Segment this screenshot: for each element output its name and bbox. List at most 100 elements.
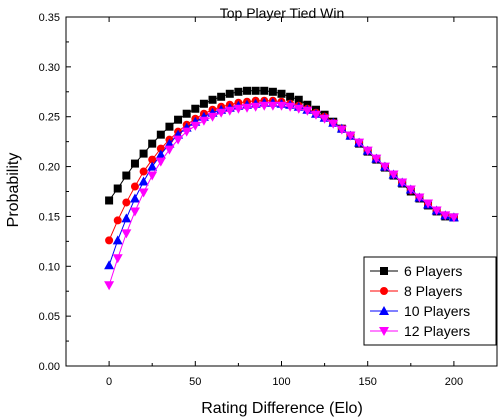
y-tick-label: 0.20 — [39, 162, 60, 174]
data-point — [208, 95, 217, 104]
data-point — [293, 104, 304, 114]
data-point — [164, 145, 175, 155]
legend-entry: 6 Players — [370, 263, 462, 279]
data-point — [345, 131, 356, 141]
data-point — [234, 87, 243, 96]
legend-marker — [380, 267, 388, 275]
data-point — [198, 116, 209, 126]
data-point — [113, 184, 122, 193]
data-point — [319, 114, 330, 124]
data-point — [174, 115, 183, 124]
data-point — [181, 127, 192, 137]
data-point — [104, 281, 115, 291]
data-point — [243, 86, 252, 95]
data-point — [328, 119, 339, 129]
data-point — [217, 92, 226, 101]
x-axis-title: Rating Difference (Elo) — [201, 400, 363, 417]
data-point — [242, 103, 253, 113]
data-point — [113, 216, 122, 225]
legend-marker — [380, 287, 388, 295]
legend-marker — [379, 327, 389, 336]
data-point — [155, 149, 166, 159]
data-point — [294, 95, 303, 104]
data-point — [199, 99, 208, 108]
y-tick-label: 0.30 — [39, 62, 60, 74]
series-4 — [104, 101, 459, 291]
y-tick-label: 0.15 — [39, 211, 60, 223]
data-point — [267, 101, 278, 111]
data-point — [310, 110, 321, 120]
x-tick-label: 100 — [272, 376, 290, 388]
data-point — [130, 182, 139, 191]
x-tick-label: 150 — [359, 376, 377, 388]
data-point — [354, 138, 365, 148]
data-point — [302, 106, 313, 116]
y-tick-label: 0.00 — [39, 361, 60, 373]
data-point — [224, 106, 235, 116]
data-point — [277, 89, 286, 98]
data-point — [121, 229, 132, 239]
data-point — [285, 102, 296, 112]
y-axis-title: Probability — [5, 153, 22, 228]
data-point — [129, 193, 140, 203]
data-point — [148, 139, 157, 148]
data-point — [122, 171, 131, 180]
data-point — [225, 89, 234, 98]
data-point — [260, 86, 269, 95]
data-point — [448, 213, 459, 223]
data-point — [164, 138, 175, 148]
data-point — [182, 109, 191, 118]
data-point — [138, 188, 149, 198]
data-point — [129, 207, 140, 217]
data-point — [440, 211, 451, 221]
legend-marker — [379, 306, 389, 315]
data-point — [250, 102, 261, 112]
data-point — [216, 108, 227, 118]
x-tick-label: 50 — [189, 376, 201, 388]
series-2 — [105, 96, 458, 245]
data-point — [259, 101, 270, 111]
data-point — [397, 178, 408, 188]
data-point — [414, 193, 425, 203]
data-point — [268, 87, 277, 96]
data-point — [191, 104, 200, 113]
data-point — [147, 161, 158, 171]
data-point — [121, 213, 132, 223]
data-point — [148, 155, 157, 164]
legend-entry: 8 Players — [370, 283, 462, 299]
data-point — [379, 162, 390, 172]
data-point — [190, 121, 201, 131]
x-tick-label: 0 — [106, 376, 112, 388]
data-point — [112, 254, 123, 264]
data-point — [336, 125, 347, 135]
data-point — [155, 157, 166, 167]
data-point — [165, 122, 174, 131]
data-point — [286, 92, 295, 101]
data-point — [156, 144, 165, 153]
data-point — [112, 235, 123, 245]
legend-entry: 10 Players — [370, 303, 470, 319]
data-point — [276, 101, 287, 111]
series-line — [108, 100, 455, 241]
y-tick-label: 0.25 — [39, 112, 60, 124]
x-tick-label: 200 — [445, 376, 463, 388]
y-tick-label: 0.10 — [39, 261, 60, 273]
data-point — [105, 196, 114, 205]
legend-entry: 12 Players — [370, 323, 470, 339]
data-point — [431, 206, 442, 216]
data-point — [105, 236, 114, 245]
data-point — [233, 104, 244, 114]
data-point — [130, 159, 139, 168]
data-point — [405, 185, 416, 195]
data-point — [251, 86, 260, 95]
legend-label: 12 Players — [404, 323, 470, 339]
data-point — [388, 170, 399, 180]
legend-label: 6 Players — [404, 263, 462, 279]
data-point — [423, 199, 434, 209]
legend: 6 Players 8 Players 10 Players 12 Players — [363, 256, 497, 346]
data-point — [371, 154, 382, 164]
data-point — [156, 130, 165, 139]
legend-label: 10 Players — [404, 303, 470, 319]
